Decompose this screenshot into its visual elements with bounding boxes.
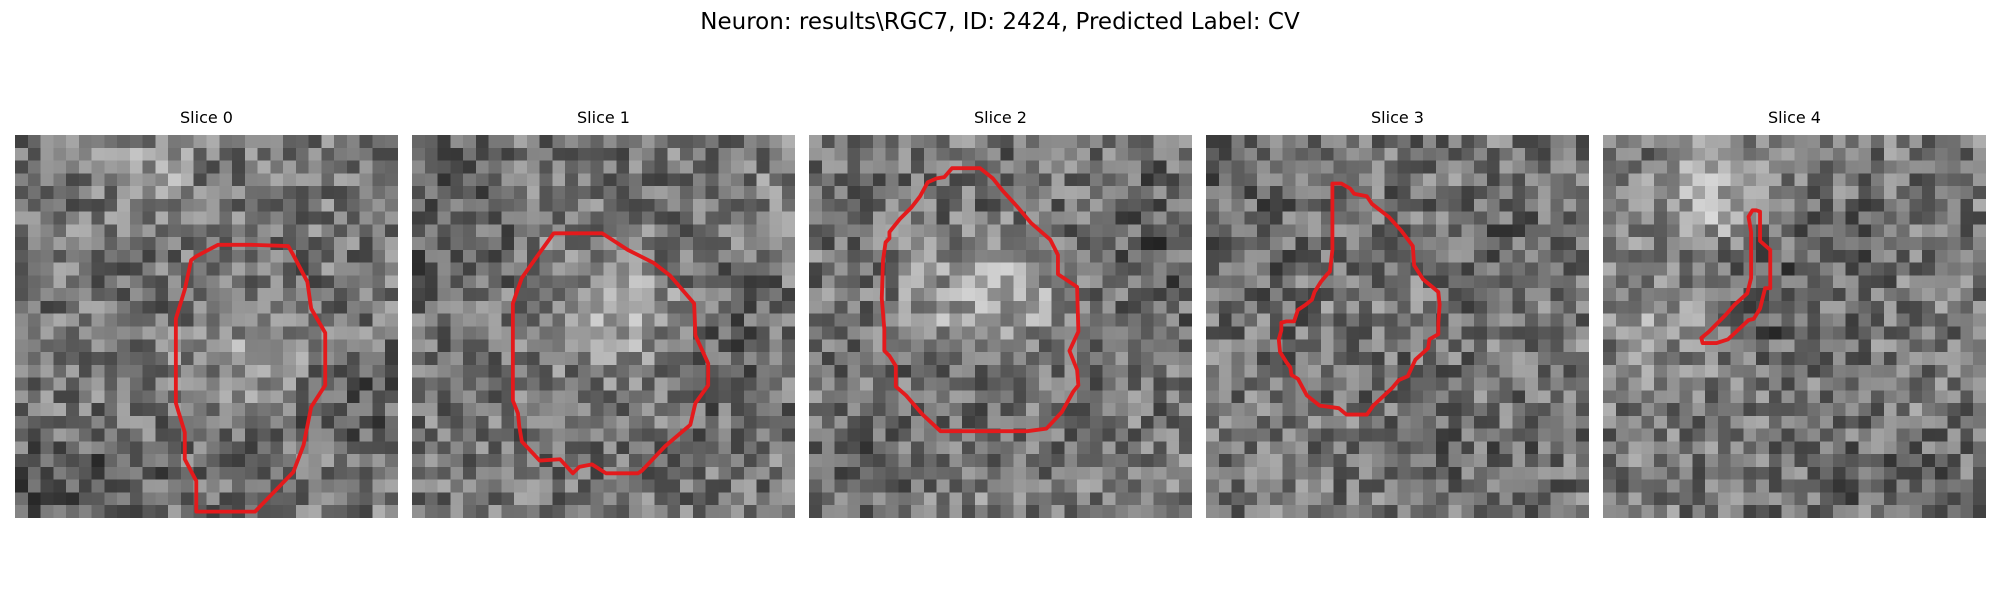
slice-title-2: Slice 2 <box>974 108 1027 127</box>
grayscale-pixel-grid <box>1603 135 1986 518</box>
grayscale-pixel-grid <box>809 135 1192 518</box>
slice-image-0 <box>15 135 398 518</box>
slice-image-1 <box>412 135 795 518</box>
predicted-contour <box>173 242 328 514</box>
slice-title-3: Slice 3 <box>1371 108 1424 127</box>
grayscale-pixel-grid <box>412 135 795 518</box>
slice-title-4: Slice 4 <box>1768 108 1821 127</box>
grayscale-pixel-grid <box>1206 135 1589 518</box>
predicted-contour <box>879 166 1081 434</box>
predicted-contour <box>1276 181 1442 417</box>
slice-title-0: Slice 0 <box>180 108 233 127</box>
slice-panel-3: Slice 3 <box>1206 108 1589 518</box>
slice-image-4 <box>1603 135 1986 518</box>
figure-title: Neuron: results\RGC7, ID: 2424, Predicte… <box>700 9 1300 35</box>
slice-panel-1: Slice 1 <box>412 108 795 518</box>
slice-panel-4: Slice 4 <box>1603 108 1986 518</box>
slice-image-2 <box>809 135 1192 518</box>
predicted-contour <box>1699 208 1773 346</box>
slice-image-3 <box>1206 135 1589 518</box>
slice-panel-2: Slice 2 <box>809 108 1192 518</box>
predicted-contour <box>510 231 711 476</box>
slice-title-1: Slice 1 <box>577 108 630 127</box>
grayscale-pixel-grid <box>15 135 398 518</box>
slice-panel-0: Slice 0 <box>15 108 398 518</box>
